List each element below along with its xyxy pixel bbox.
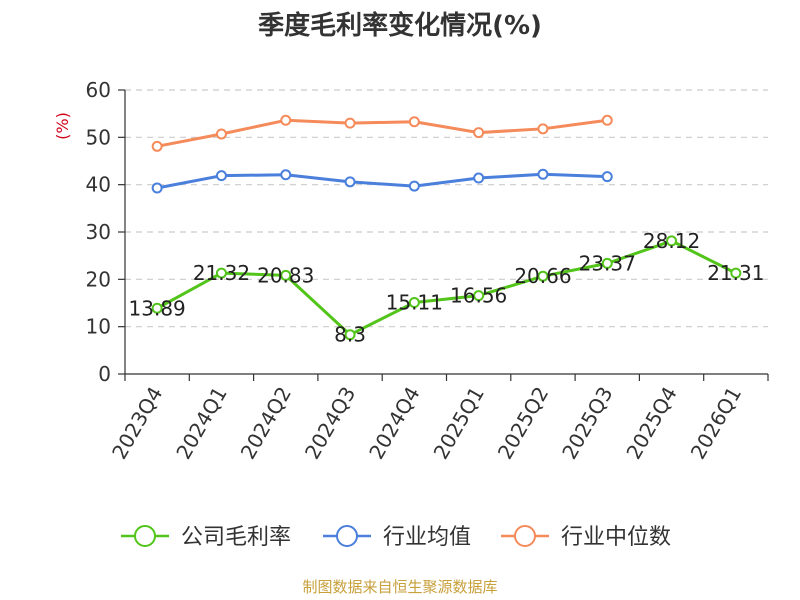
y-tick-label: 50 [86, 125, 111, 149]
legend: 公司毛利率 行业均值 行业中位数 [121, 525, 671, 550]
data-label: 15.11 [386, 290, 443, 314]
data-point [666, 235, 678, 247]
data-point [537, 168, 549, 180]
x-tick-label: 2024Q2 [236, 383, 296, 464]
legend-label: 公司毛利率 [181, 525, 291, 550]
data-label: 16.56 [450, 284, 507, 308]
data-point [473, 172, 485, 184]
legend-item-2: 行业中位数 [501, 525, 671, 550]
data-point [280, 169, 292, 181]
x-tick-label: 2025Q4 [621, 383, 681, 464]
data-point [408, 116, 420, 128]
data-label: 23.37 [579, 251, 636, 275]
legend-swatch-marker [514, 525, 536, 547]
legend-label: 行业均值 [383, 525, 471, 550]
y-tick-label: 20 [86, 267, 111, 291]
data-label: 20.66 [514, 264, 571, 288]
data-point [151, 140, 163, 152]
y-tick-label: 0 [98, 362, 111, 386]
x-tick-label: 2024Q3 [300, 383, 360, 464]
legend-swatch-marker [134, 525, 156, 547]
data-point [344, 176, 356, 188]
y-tick-label: 40 [86, 173, 111, 197]
legend-item-1: 行业均值 [323, 525, 471, 550]
x-tick-label: 2025Q3 [557, 383, 617, 464]
axes [118, 89, 769, 381]
y-ticks: 0 10 20 30 40 50 60 [86, 78, 111, 386]
data-labels: 13.89 21.32 20.83 8.3 15.11 16.56 20.66 23.37 28… [129, 229, 765, 347]
data-label: 28.12 [643, 229, 700, 253]
data-point [344, 117, 356, 129]
series-layer [151, 114, 742, 341]
data-point [215, 128, 227, 140]
y-axis-label: (%) [53, 112, 72, 140]
x-tick-label: 2025Q1 [429, 383, 489, 464]
legend-label: 行业中位数 [561, 525, 671, 550]
data-point [408, 296, 420, 308]
data-point [601, 171, 613, 183]
data-point [151, 302, 163, 314]
data-point [215, 170, 227, 182]
data-point [537, 270, 549, 282]
grid [125, 89, 768, 328]
data-point [151, 182, 163, 194]
x-tick-label: 2025Q2 [493, 383, 553, 464]
data-label: 8.3 [334, 323, 366, 347]
y-tick-label: 30 [86, 220, 111, 244]
source-note: 制图数据来自恒生聚源数据库 [302, 578, 497, 596]
series-2 [151, 114, 613, 152]
legend-item-0: 公司毛利率 [121, 525, 291, 550]
legend-swatch-marker [336, 525, 358, 547]
x-tick-label: 2026Q1 [686, 383, 746, 464]
data-label: 21.31 [707, 261, 764, 285]
data-point [537, 123, 549, 135]
series-0 [151, 235, 742, 341]
y-tick-label: 10 [86, 315, 111, 339]
data-label: 13.89 [129, 296, 186, 320]
series-line [156, 118, 608, 148]
data-point [730, 267, 742, 279]
data-point [344, 329, 356, 341]
data-point [473, 290, 485, 302]
x-tick-label: 2024Q1 [171, 383, 231, 464]
x-tick-label: 2024Q4 [364, 383, 424, 464]
data-label: 20.83 [257, 263, 314, 287]
data-point [280, 114, 292, 126]
series-1 [151, 168, 613, 194]
series-line [156, 172, 608, 190]
data-point [408, 180, 420, 192]
data-point [280, 269, 292, 281]
x-tick-label: 2023Q4 [107, 383, 167, 464]
data-point [215, 267, 227, 279]
data-point [601, 257, 613, 269]
data-point [473, 127, 485, 139]
y-tick-label: 60 [86, 78, 111, 102]
x-ticks: 2023Q4 2024Q1 2024Q2 2024Q3 2024Q4 2025Q1 2025… [107, 383, 746, 464]
chart-title: 季度毛利率变化情况(%) [258, 10, 542, 41]
data-label: 21.32 [193, 261, 250, 285]
series-line [156, 239, 737, 337]
data-point [601, 114, 613, 126]
